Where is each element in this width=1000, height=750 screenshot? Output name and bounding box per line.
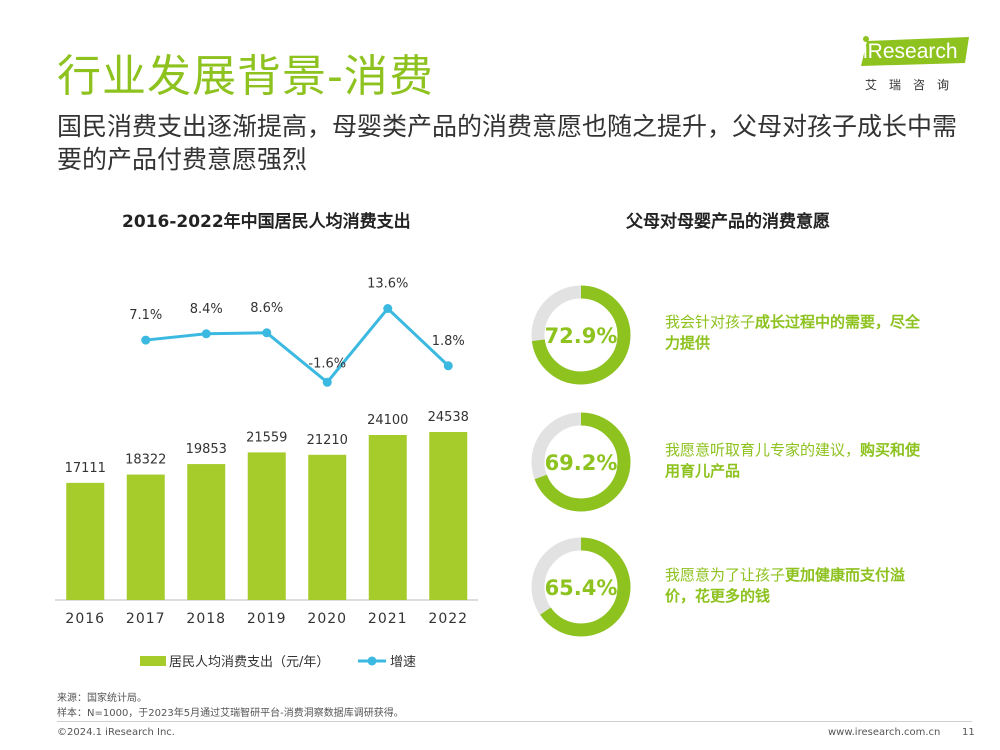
legend-label-bar: 居民人均消费支出（元/年） — [169, 655, 329, 670]
bar-value-label: 21210 — [307, 433, 348, 448]
growth-point — [443, 361, 453, 371]
bar-value-label: 24538 — [428, 410, 469, 425]
donut-item: 我愿意听取育儿专家的建议，购买和使用育儿产品 — [533, 410, 953, 516]
bar — [247, 452, 286, 600]
x-tick-label: 2020 — [307, 611, 347, 627]
donut-text: 我愿意为了让孩子更加健康而支付溢价，花更多的钱 — [665, 566, 906, 605]
x-tick-label: 2018 — [186, 611, 226, 627]
bar-chart-title: 2016-2022年中国居民人均消费支出 — [122, 212, 411, 232]
website-url[interactable]: www.iresearch.com.cn — [828, 727, 941, 738]
legend-swatch-bar — [140, 656, 166, 666]
x-tick-label: 2017 — [126, 611, 166, 627]
bar — [66, 482, 105, 600]
donut-value-label: 69.2% — [545, 451, 618, 475]
donut-arc — [531, 537, 631, 637]
growth-value-label: 13.6% — [367, 277, 408, 292]
bar-value-label: 21559 — [246, 430, 287, 445]
bar — [308, 454, 347, 600]
donut-chart-title: 父母对母婴产品的消费意愿 — [626, 212, 830, 232]
bar-value-label: 24100 — [367, 413, 408, 428]
footer-divider — [57, 721, 972, 722]
growth-line — [145, 306, 450, 385]
bar — [187, 464, 226, 600]
page-subtitle: 国民消费支出逐渐提高，母婴类产品的消费意愿也随之提升，父母对孩子成长中需要的产品… — [57, 112, 958, 174]
iresearch-logo: iResearch 艾瑞咨询 — [857, 35, 969, 92]
growth-value-label: 7.1% — [129, 308, 162, 323]
growth-point — [201, 329, 211, 339]
growth-point — [141, 335, 151, 345]
donut-arc — [531, 412, 631, 512]
donut-value-label: 72.9% — [545, 324, 618, 348]
growth-value-label: 8.4% — [190, 302, 223, 317]
growth-value-label: 8.6% — [250, 301, 283, 316]
bar — [368, 434, 407, 600]
donut-item: 我愿意为了让孩子更加健康而支付溢价，花更多的钱 — [533, 535, 953, 641]
growth-point — [322, 377, 332, 387]
bar-value-label: 19853 — [186, 442, 227, 457]
svg-text:iResearch: iResearch — [863, 40, 958, 63]
donut-text: 我愿意听取育儿专家的建议，购买和使用育儿产品 — [665, 441, 921, 480]
donut-value-label: 65.4% — [545, 576, 618, 600]
page-title: 行业发展背景-消费 — [57, 51, 434, 102]
growth-point — [383, 304, 393, 314]
donut-text: 我会针对孩子成长过程中的需要，尽全力提供 — [665, 313, 921, 352]
x-tick-label: 2016 — [65, 611, 105, 627]
legend-swatch-dot — [367, 656, 377, 666]
logo-subtitle: 艾瑞咨询 — [865, 78, 962, 92]
iresearch-logo-mark: iResearch — [861, 36, 969, 66]
donut-arc — [531, 285, 631, 385]
copyright: ©2024.1 iResearch Inc. — [57, 727, 175, 738]
growth-value-label: 1.8% — [432, 334, 465, 349]
x-tick-label: 2022 — [428, 611, 468, 627]
bar-value-label: 18322 — [125, 453, 166, 468]
x-tick-label: 2019 — [247, 611, 287, 627]
growth-value-label: -1.6% — [308, 356, 346, 371]
bar — [429, 432, 468, 600]
x-tick-label: 2021 — [368, 611, 408, 627]
bar — [126, 474, 165, 600]
page-number: 11 — [962, 727, 975, 738]
growth-point — [262, 328, 272, 338]
bar-value-label: 17111 — [65, 461, 106, 476]
donut-item: 我会针对孩子成长过程中的需要，尽全力提供 — [533, 282, 953, 388]
source-note: 来源：国家统计局。 样本：N=1000，于2023年5月通过艾瑞智研平台-消费洞… — [57, 693, 404, 719]
legend-label-line: 增速 — [390, 655, 416, 670]
